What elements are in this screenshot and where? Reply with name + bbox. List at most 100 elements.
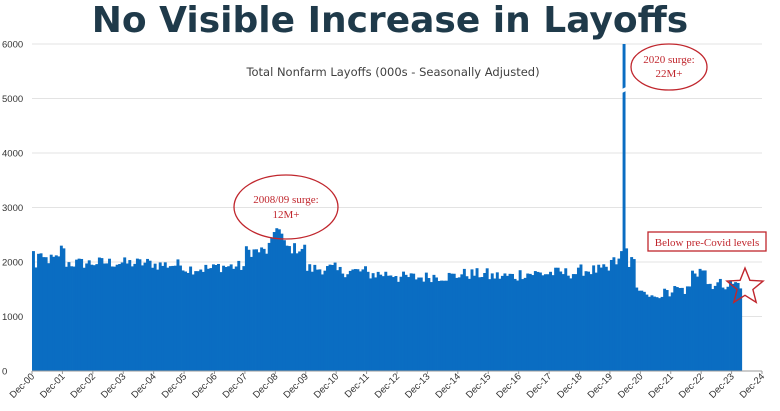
bar — [713, 285, 717, 371]
axis-break-marks — [622, 84, 632, 93]
bar — [691, 270, 694, 371]
bar — [564, 268, 568, 371]
bar — [729, 280, 732, 371]
bar — [556, 267, 560, 371]
x-tick-label: Dec-22 — [677, 371, 706, 400]
bar — [125, 263, 129, 371]
bar — [222, 265, 226, 371]
bar — [102, 263, 106, 371]
bar — [490, 273, 494, 371]
bar — [407, 277, 411, 371]
bar — [440, 280, 444, 371]
bar — [75, 259, 79, 371]
bar — [320, 274, 324, 371]
bar — [642, 291, 646, 371]
bar — [703, 270, 707, 371]
bar — [574, 274, 578, 371]
bar — [637, 290, 641, 371]
bar — [518, 270, 522, 371]
bar — [298, 251, 302, 371]
bar — [450, 273, 454, 371]
bar — [549, 271, 553, 371]
bar — [399, 276, 403, 371]
bar — [394, 276, 398, 371]
annotation-gfc: 2008/09 surge: 12M+ — [233, 174, 339, 240]
bar — [668, 296, 672, 371]
bar — [120, 262, 124, 371]
bar — [609, 259, 613, 371]
bar — [604, 266, 608, 371]
x-tick-label: Dec-13 — [403, 371, 432, 400]
bar — [209, 268, 213, 371]
bar — [54, 255, 58, 371]
bar — [181, 270, 185, 371]
bar — [617, 258, 621, 371]
bar — [736, 282, 740, 371]
bar — [442, 280, 446, 371]
bar — [508, 273, 512, 371]
bar — [194, 271, 198, 371]
bar — [475, 268, 479, 371]
bar — [541, 275, 545, 371]
bar — [138, 259, 142, 371]
bar — [511, 273, 514, 371]
bar — [533, 271, 537, 371]
bar — [110, 266, 114, 371]
bar — [620, 251, 623, 371]
bar — [412, 273, 416, 371]
bar — [346, 274, 350, 371]
bar — [92, 265, 96, 371]
bar — [224, 266, 228, 371]
bar — [143, 262, 147, 371]
bar — [653, 296, 656, 371]
x-tick-label: Dec-23 — [707, 371, 736, 400]
bar — [422, 281, 426, 371]
bar — [272, 232, 276, 371]
bar — [708, 283, 712, 371]
bar — [356, 269, 360, 371]
annotation-recent-box — [647, 231, 767, 252]
x-tick-label: Dec-00 — [8, 371, 37, 400]
bar — [384, 271, 388, 371]
bar — [85, 263, 89, 371]
annotation-gfc-line1: 2008/09 surge: — [253, 194, 319, 206]
bar — [288, 246, 291, 371]
bar — [90, 264, 94, 371]
bar — [597, 264, 601, 371]
bar — [156, 269, 160, 371]
bar — [457, 277, 461, 371]
bar — [731, 283, 735, 371]
bar — [424, 272, 428, 371]
bar — [249, 256, 253, 371]
bar — [554, 267, 558, 371]
bar — [282, 240, 286, 371]
x-tick-label: Dec-05 — [160, 371, 189, 400]
bar — [622, 44, 626, 371]
bar — [128, 260, 132, 371]
bar — [353, 269, 357, 371]
x-tick-label: Dec-03 — [99, 371, 128, 400]
bar — [673, 286, 677, 371]
x-tick-label: Dec-09 — [281, 371, 310, 400]
bar — [386, 275, 390, 371]
bar — [303, 244, 307, 371]
bar — [376, 271, 380, 371]
bar — [612, 257, 616, 371]
bar — [665, 290, 669, 371]
bar — [391, 277, 395, 371]
bar — [44, 257, 48, 371]
bar — [118, 264, 122, 371]
bar — [285, 245, 289, 371]
bar — [239, 269, 243, 371]
x-tick-label: Dec-12 — [373, 371, 402, 400]
bar — [308, 264, 312, 371]
bar — [163, 262, 167, 371]
bar — [196, 271, 200, 371]
bar — [435, 277, 438, 371]
bar — [49, 254, 53, 371]
bar — [531, 275, 535, 371]
bar — [275, 228, 279, 371]
bar — [336, 270, 340, 371]
y-tick-label: 3000 — [2, 203, 23, 214]
bar — [516, 280, 520, 371]
